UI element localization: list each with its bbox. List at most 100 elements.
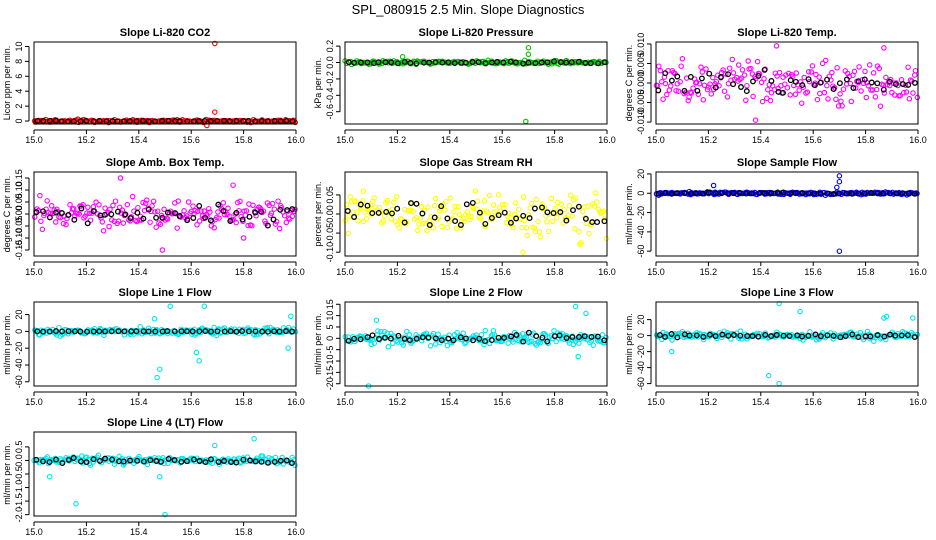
data-point <box>152 209 158 215</box>
mean-point <box>520 212 527 219</box>
data-point <box>710 74 716 81</box>
mean-point <box>196 202 203 209</box>
mean-point <box>451 60 458 67</box>
data-point <box>591 203 598 209</box>
mean-point <box>395 332 402 339</box>
mean-point <box>855 190 862 197</box>
x-tick-label: 15.2 <box>700 267 718 277</box>
data-point <box>393 194 400 200</box>
mean-point <box>469 199 476 206</box>
data-point <box>112 198 119 204</box>
data-point <box>743 97 749 104</box>
mean-point <box>258 458 265 465</box>
data-point <box>418 203 425 210</box>
data-point <box>67 201 73 208</box>
mean-point <box>674 334 681 341</box>
mean-point <box>482 60 489 67</box>
x-tick-label: 15.2 <box>78 267 96 277</box>
mean-point <box>874 190 881 197</box>
outlier-point <box>285 345 291 351</box>
mean-point <box>121 118 128 125</box>
plot-frame <box>33 41 297 125</box>
data-point <box>796 87 802 93</box>
data-point <box>444 342 451 349</box>
data-point <box>249 222 255 229</box>
data-points <box>342 303 609 389</box>
data-point <box>705 84 712 90</box>
x-tick-label: 15.8 <box>235 267 253 277</box>
data-point <box>578 240 584 246</box>
mean-point <box>898 332 905 339</box>
mean-point <box>743 88 750 95</box>
data-point <box>477 215 484 222</box>
data-point <box>99 219 106 225</box>
mean-point <box>717 74 724 80</box>
data-point <box>720 67 726 73</box>
data-point <box>704 86 711 93</box>
mean-point <box>419 210 426 217</box>
mean-point <box>662 190 669 197</box>
mean-point <box>817 79 824 86</box>
data-point <box>95 452 102 459</box>
mean-point <box>133 118 140 125</box>
mean-point <box>420 59 427 66</box>
data-point <box>458 225 464 231</box>
mean-point <box>369 332 376 339</box>
outlier-point <box>836 248 843 254</box>
x-tick-label: 16.0 <box>287 267 305 277</box>
data-point <box>346 213 352 219</box>
panel-9: Slope Line 3 Flow ml/min per min. 15.0 15.2… <box>624 287 927 407</box>
y-tick-label: -5 <box>325 346 335 354</box>
data-point <box>809 63 816 69</box>
data-point <box>96 202 102 208</box>
mean-point <box>34 328 41 335</box>
data-points <box>342 44 609 125</box>
data-point <box>567 192 574 199</box>
mean-point <box>445 335 452 342</box>
outlier-point <box>836 173 843 179</box>
y-tick-label: 0.00 <box>14 205 24 223</box>
mean-point <box>899 190 906 197</box>
data-point <box>528 338 535 344</box>
mean-point <box>712 333 719 340</box>
data-point <box>851 68 858 75</box>
data-point <box>816 74 822 80</box>
data-point <box>906 96 913 102</box>
mean-point <box>780 89 786 96</box>
mean-point <box>681 190 688 197</box>
x-tick-label: 15.6 <box>804 135 822 145</box>
mean-point <box>462 59 469 66</box>
data-point <box>565 212 572 218</box>
mean-point <box>842 333 849 340</box>
data-point <box>817 90 823 97</box>
mean-point <box>830 332 837 339</box>
mean-point <box>252 458 259 465</box>
data-point <box>839 103 845 109</box>
data-point <box>87 462 94 468</box>
mean-point <box>656 332 663 339</box>
y-tick-label: -0.15 <box>14 240 24 261</box>
mean-point <box>830 191 837 198</box>
outlier-point <box>773 43 780 49</box>
mean-point <box>221 117 228 124</box>
mean-point <box>439 59 446 66</box>
mean-point <box>582 215 589 222</box>
outlier-point <box>572 303 579 310</box>
data-point <box>526 339 532 346</box>
data-point <box>378 328 384 335</box>
data-point <box>70 205 77 212</box>
panel-title: Slope Amb. Box Temp. <box>106 157 225 169</box>
mean-point <box>904 332 911 339</box>
y-tick-label: 2 <box>14 104 24 109</box>
data-point <box>100 228 107 234</box>
outlier-point <box>201 303 208 309</box>
mean-point <box>438 203 445 210</box>
outlier-point <box>575 353 581 360</box>
x-tick-label: 15.6 <box>493 267 511 277</box>
y-tick-label: -0.6 <box>325 104 335 120</box>
mean-point <box>450 337 457 344</box>
data-point <box>237 198 243 205</box>
mean-point <box>284 207 291 214</box>
mean-point <box>83 117 90 124</box>
data-point <box>398 216 405 223</box>
